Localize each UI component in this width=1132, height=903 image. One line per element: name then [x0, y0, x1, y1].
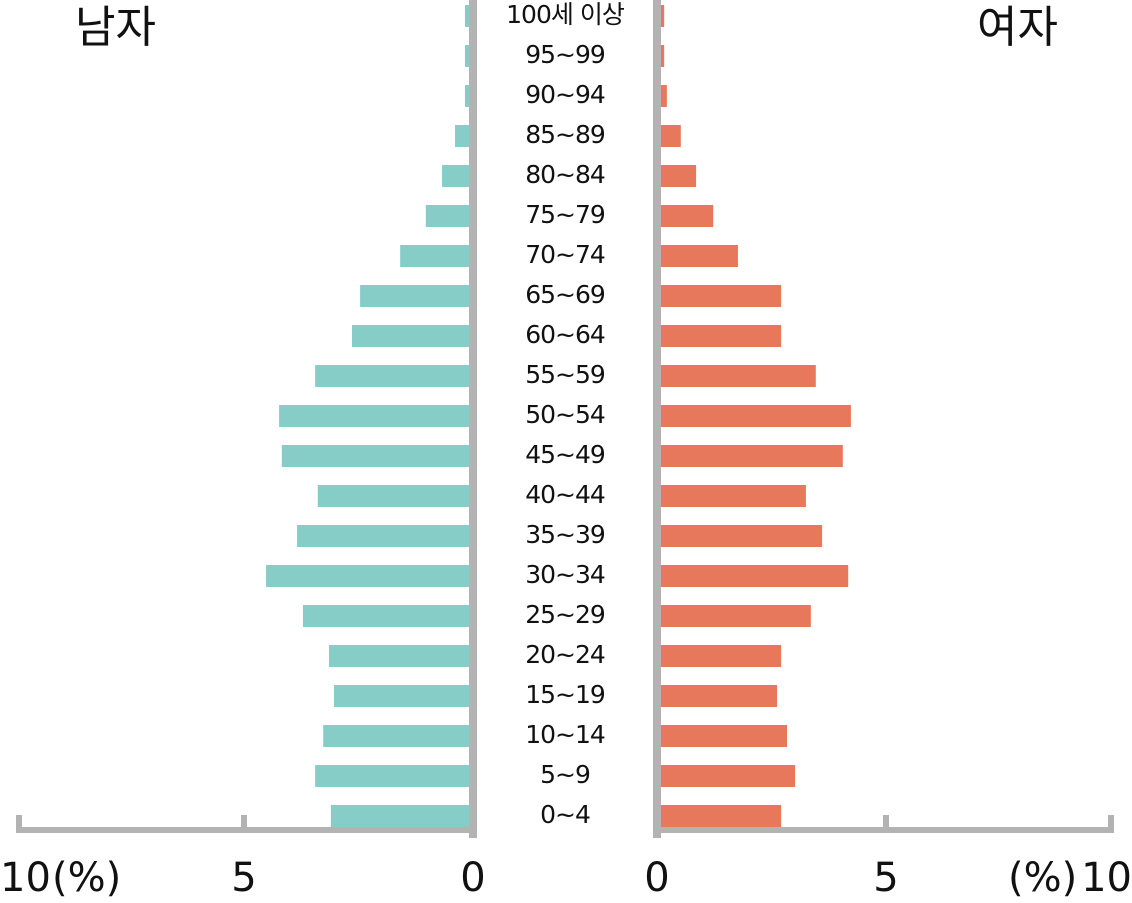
bar	[455, 125, 469, 147]
tick-mark	[16, 815, 22, 833]
age-label: 5~9	[540, 760, 590, 789]
age-label: 55~59	[525, 360, 605, 389]
age-label: 70~74	[525, 240, 605, 269]
bar	[315, 765, 469, 787]
age-label: 40~44	[525, 480, 605, 509]
tick-mark	[883, 815, 889, 833]
bar	[400, 245, 469, 267]
bar	[317, 485, 469, 507]
age-label: 35~39	[525, 520, 605, 549]
bar	[661, 725, 787, 747]
x-tick-label: 0	[460, 855, 485, 901]
bar	[661, 205, 714, 227]
x-axis	[18, 827, 477, 833]
x-tick-label: 10	[1081, 855, 1132, 901]
bar	[442, 165, 469, 187]
bar	[661, 125, 681, 147]
age-label: 45~49	[525, 440, 605, 469]
age-label: 90~94	[525, 80, 605, 109]
bar	[661, 485, 806, 507]
bar	[266, 565, 469, 587]
bar	[315, 365, 469, 387]
tick-mark	[470, 815, 476, 833]
axis-spine	[653, 0, 661, 838]
bar	[661, 805, 782, 827]
tick-mark	[654, 815, 660, 833]
age-label: 15~19	[525, 680, 605, 709]
bar	[279, 405, 469, 427]
bar	[425, 205, 469, 227]
bar	[329, 645, 469, 667]
bar	[661, 605, 811, 627]
bar	[661, 285, 782, 307]
bar	[297, 525, 469, 547]
bar	[352, 325, 469, 347]
male-title: 남자	[75, 2, 156, 53]
bar	[661, 245, 738, 267]
x-tick-label: 5	[873, 855, 898, 901]
x-tick-label: 5	[231, 855, 256, 901]
age-label: 20~24	[525, 640, 605, 669]
x-axis	[653, 827, 1112, 833]
bar	[281, 445, 469, 467]
tick-mark	[1108, 815, 1114, 833]
age-label: 25~29	[525, 600, 605, 629]
tick-mark	[241, 815, 247, 833]
bar	[661, 165, 697, 187]
axis-spine	[469, 0, 477, 838]
bar	[661, 365, 816, 387]
age-label: 65~69	[525, 280, 605, 309]
axes	[18, 0, 1112, 838]
age-label: 0~4	[540, 800, 590, 829]
bar	[661, 685, 778, 707]
bar	[661, 525, 823, 547]
unit-label: (%)	[1008, 855, 1077, 901]
bar	[661, 445, 843, 467]
bar	[661, 85, 667, 107]
bar	[302, 605, 469, 627]
bar	[330, 805, 469, 827]
bar	[661, 565, 849, 587]
age-label: 80~84	[525, 160, 605, 189]
bar	[661, 765, 796, 787]
x-tick-label: 0	[644, 855, 669, 901]
female-title: 여자	[977, 2, 1058, 53]
age-label: 10~14	[525, 720, 605, 749]
bar	[661, 325, 782, 347]
age-label: 75~79	[525, 200, 605, 229]
age-label: 100세 이상	[506, 0, 625, 29]
bar	[661, 5, 665, 27]
bar	[464, 85, 469, 107]
bar	[661, 405, 851, 427]
age-label: 85~89	[525, 120, 605, 149]
age-label: 30~34	[525, 560, 605, 589]
bar	[661, 45, 665, 67]
bar	[334, 685, 469, 707]
bar	[360, 285, 469, 307]
age-label: 95~99	[525, 40, 605, 69]
age-label: 60~64	[525, 320, 605, 349]
age-label: 50~54	[525, 400, 605, 429]
bar	[464, 5, 469, 27]
bar	[323, 725, 469, 747]
bar	[661, 645, 782, 667]
bar	[464, 45, 469, 67]
unit-label: (%)	[52, 855, 121, 901]
x-tick-label: 10	[0, 855, 51, 901]
